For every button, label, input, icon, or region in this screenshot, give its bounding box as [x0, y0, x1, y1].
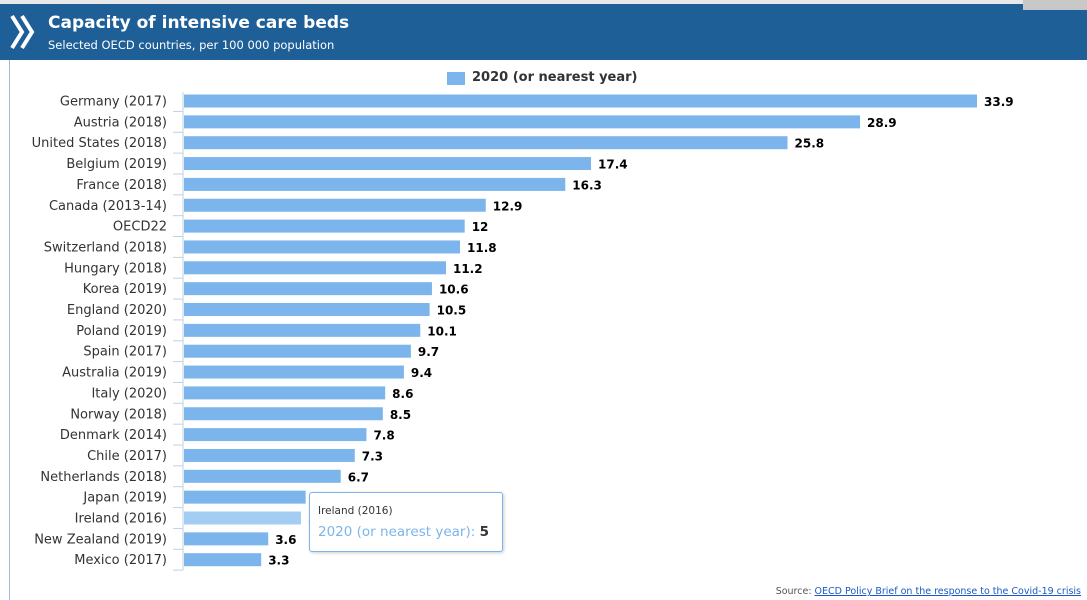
bars-group: Germany (2017) 33.9 Austria (2018) 28.9 Unit…: [32, 94, 1014, 571]
bar[interactable]: [184, 94, 977, 108]
tooltip-value: 5: [479, 524, 489, 540]
bar[interactable]: [184, 198, 486, 212]
tooltip-series-line: 2020 (or nearest year): 5: [318, 524, 489, 540]
category-label: Belgium (2019): [66, 157, 167, 172]
bar[interactable]: [184, 157, 592, 171]
data-label: 9.7: [418, 345, 439, 359]
bar[interactable]: [184, 428, 367, 442]
bar[interactable]: [184, 407, 383, 421]
bar[interactable]: [184, 365, 404, 379]
bar[interactable]: [184, 115, 861, 129]
category-label: Germany (2017): [60, 95, 167, 110]
category-label: New Zealand (2019): [34, 532, 167, 547]
category-label: Australia (2019): [62, 366, 167, 381]
bar[interactable]: [184, 386, 386, 400]
data-label: 10.6: [439, 283, 469, 297]
bar[interactable]: [184, 344, 411, 358]
legend-label[interactable]: 2020 (or nearest year): [472, 70, 638, 85]
bar[interactable]: [184, 532, 269, 546]
frame-border: [9, 60, 10, 600]
bar[interactable]: [184, 136, 788, 150]
bar[interactable]: [184, 282, 432, 296]
data-label: 3.6: [275, 533, 296, 547]
category-label: Mexico (2017): [74, 553, 167, 568]
category-label: Korea (2019): [83, 282, 167, 297]
legend-swatch[interactable]: [447, 72, 465, 85]
source-link[interactable]: OECD Policy Brief on the response to the…: [814, 586, 1081, 597]
source-note: Source: OECD Policy Brief on the respons…: [776, 586, 1081, 597]
category-label: OECD22: [113, 220, 167, 235]
data-label: 7.8: [373, 429, 394, 443]
data-label: 12.9: [493, 199, 523, 213]
bar[interactable]: [184, 511, 301, 525]
tooltip-category: Ireland (2016): [318, 505, 393, 517]
category-label: Chile (2017): [87, 449, 167, 464]
category-label: Switzerland (2018): [44, 240, 167, 255]
data-label: 17.4: [598, 158, 628, 172]
header-top-stripe: [0, 0, 1087, 4]
data-label: 16.3: [572, 178, 602, 192]
tooltip-series-name: 2020 (or nearest year): [318, 524, 471, 540]
bar[interactable]: [184, 469, 341, 483]
bar[interactable]: [184, 553, 262, 567]
category-label: Netherlands (2018): [40, 470, 167, 485]
bar[interactable]: [184, 240, 461, 254]
bar[interactable]: [184, 177, 566, 191]
data-label: 8.6: [392, 387, 413, 401]
data-label: 11.8: [467, 241, 497, 255]
tooltip: Ireland (2016) 2020 (or nearest year): 5: [309, 492, 503, 552]
bar[interactable]: [184, 219, 465, 233]
data-label: 3.3: [268, 554, 289, 568]
chart-title: Capacity of intensive care beds: [48, 13, 350, 33]
data-label: 6.7: [348, 470, 369, 484]
data-label: 28.9: [867, 116, 897, 130]
data-label: 10.5: [437, 304, 467, 318]
category-label: Japan (2019): [82, 491, 167, 506]
category-label: Austria (2018): [74, 115, 167, 130]
bar-chart: Germany (2017) 33.9 Austria (2018) 28.9 Unit…: [32, 92, 1014, 571]
category-label: Poland (2019): [76, 324, 167, 339]
bar[interactable]: [184, 261, 446, 275]
category-label: Hungary (2018): [64, 261, 167, 276]
bar[interactable]: [184, 490, 306, 504]
source-prefix: Source:: [775, 586, 815, 597]
data-label: 11.2: [453, 262, 483, 276]
chart-subtitle: Selected OECD countries, per 100 000 pop…: [48, 38, 335, 52]
bar[interactable]: [184, 323, 421, 337]
data-label: 12: [472, 220, 489, 234]
data-label: 9.4: [411, 366, 432, 380]
category-label: France (2018): [76, 178, 167, 193]
category-label: Canada (2013-14): [49, 199, 167, 214]
data-label: 10.1: [427, 324, 457, 338]
category-label: Norway (2018): [70, 407, 167, 422]
header-corner-tab: [1023, 0, 1087, 10]
chart-header: Capacity of intensive care beds Selected…: [0, 0, 1087, 60]
category-label: Spain (2017): [83, 345, 167, 360]
data-label: 33.9: [984, 95, 1014, 109]
category-label: United States (2018): [32, 136, 167, 151]
data-label: 25.8: [795, 137, 825, 151]
category-label: Italy (2020): [91, 386, 167, 401]
bar[interactable]: [184, 303, 430, 316]
bar[interactable]: [184, 448, 355, 462]
oecd-chevron-icon: [10, 14, 35, 50]
data-label: 8.5: [390, 408, 411, 422]
category-label: Denmark (2014): [60, 428, 167, 443]
data-label: 7.3: [362, 449, 383, 463]
category-label: England (2020): [67, 303, 167, 318]
category-label: Ireland (2016): [75, 512, 167, 527]
